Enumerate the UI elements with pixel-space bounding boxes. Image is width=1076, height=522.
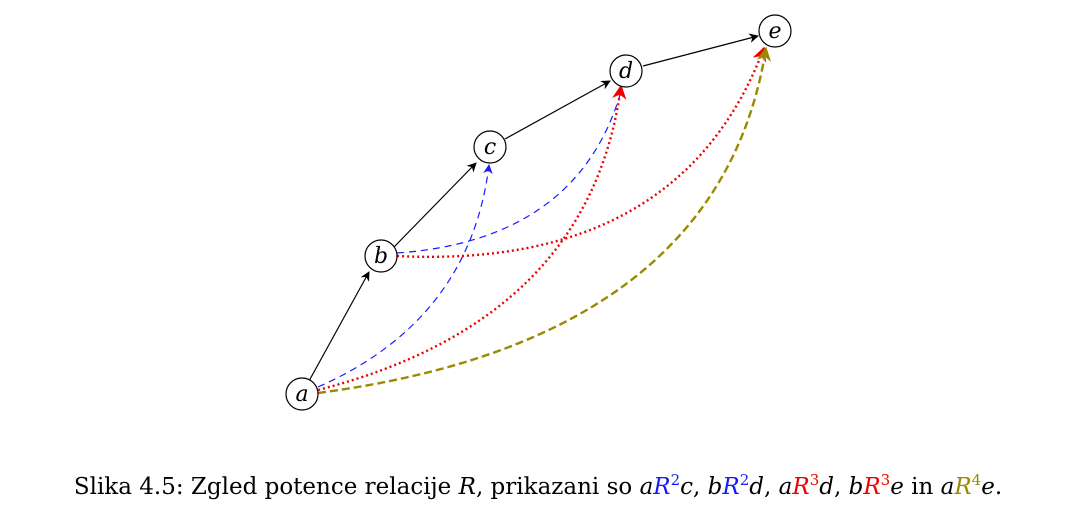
node-b: b xyxy=(364,239,398,273)
term-2-exponent: 2 xyxy=(739,471,750,489)
edge-a-d-r3 xyxy=(317,84,627,392)
edge-b-c xyxy=(393,162,477,248)
node-e-label: e xyxy=(768,19,781,44)
term-3-sep: , xyxy=(833,474,849,500)
node-d: d xyxy=(609,54,643,88)
edge-d-e xyxy=(642,33,759,67)
caption-middle: , prikazani so xyxy=(475,474,640,500)
term-1-sep: , xyxy=(693,474,708,500)
edge-a-c-r2 xyxy=(317,164,493,388)
node-a: a xyxy=(285,377,319,411)
edge-c-d xyxy=(504,80,611,140)
term-2-relation: R xyxy=(722,474,740,500)
term-1-relation: R xyxy=(653,474,671,500)
node-c-label: c xyxy=(484,135,496,160)
term-3-right: d xyxy=(819,474,834,500)
term-5-relation: R xyxy=(954,474,972,500)
edge-a-e-r4 xyxy=(317,46,772,395)
term-1-exponent: 2 xyxy=(670,471,681,489)
term-3-left: a xyxy=(778,474,793,500)
caption-prefix: Slika 4.5: Zgled potence relacije xyxy=(73,474,459,500)
term-5-right: e xyxy=(981,474,995,500)
node-d-label: d xyxy=(619,59,633,84)
term-2-sep: , xyxy=(764,474,779,500)
node-e: e xyxy=(758,14,792,48)
node-c: c xyxy=(473,130,507,164)
edge-b-d-r2 xyxy=(396,87,625,254)
term-1-right: c xyxy=(680,474,694,500)
term-4-exponent: 3 xyxy=(880,471,891,489)
node-b-label: b xyxy=(374,244,388,269)
term-1-left: a xyxy=(639,474,654,500)
term-5-left: a xyxy=(940,474,955,500)
term-4-relation: R xyxy=(863,474,881,500)
term-4-left: b xyxy=(848,474,864,500)
edge-a-b xyxy=(308,271,370,382)
edge-b-e-r3 xyxy=(396,46,767,258)
term-2-left: b xyxy=(707,474,723,500)
relation-diagram: a b c d e xyxy=(285,14,792,411)
term-2-right: d xyxy=(749,474,765,500)
figure-caption: Slika 4.5: Zgled potence relacije R, pri… xyxy=(0,471,1076,501)
term-3-relation: R xyxy=(792,474,810,500)
caption-end: . xyxy=(994,474,1003,500)
caption-conj: in xyxy=(903,474,941,500)
term-5-exponent: 4 xyxy=(971,471,982,489)
term-4-right: e xyxy=(890,474,904,500)
caption-relation: R xyxy=(458,474,476,500)
node-a-label: a xyxy=(295,382,308,407)
term-3-exponent: 3 xyxy=(809,471,820,489)
